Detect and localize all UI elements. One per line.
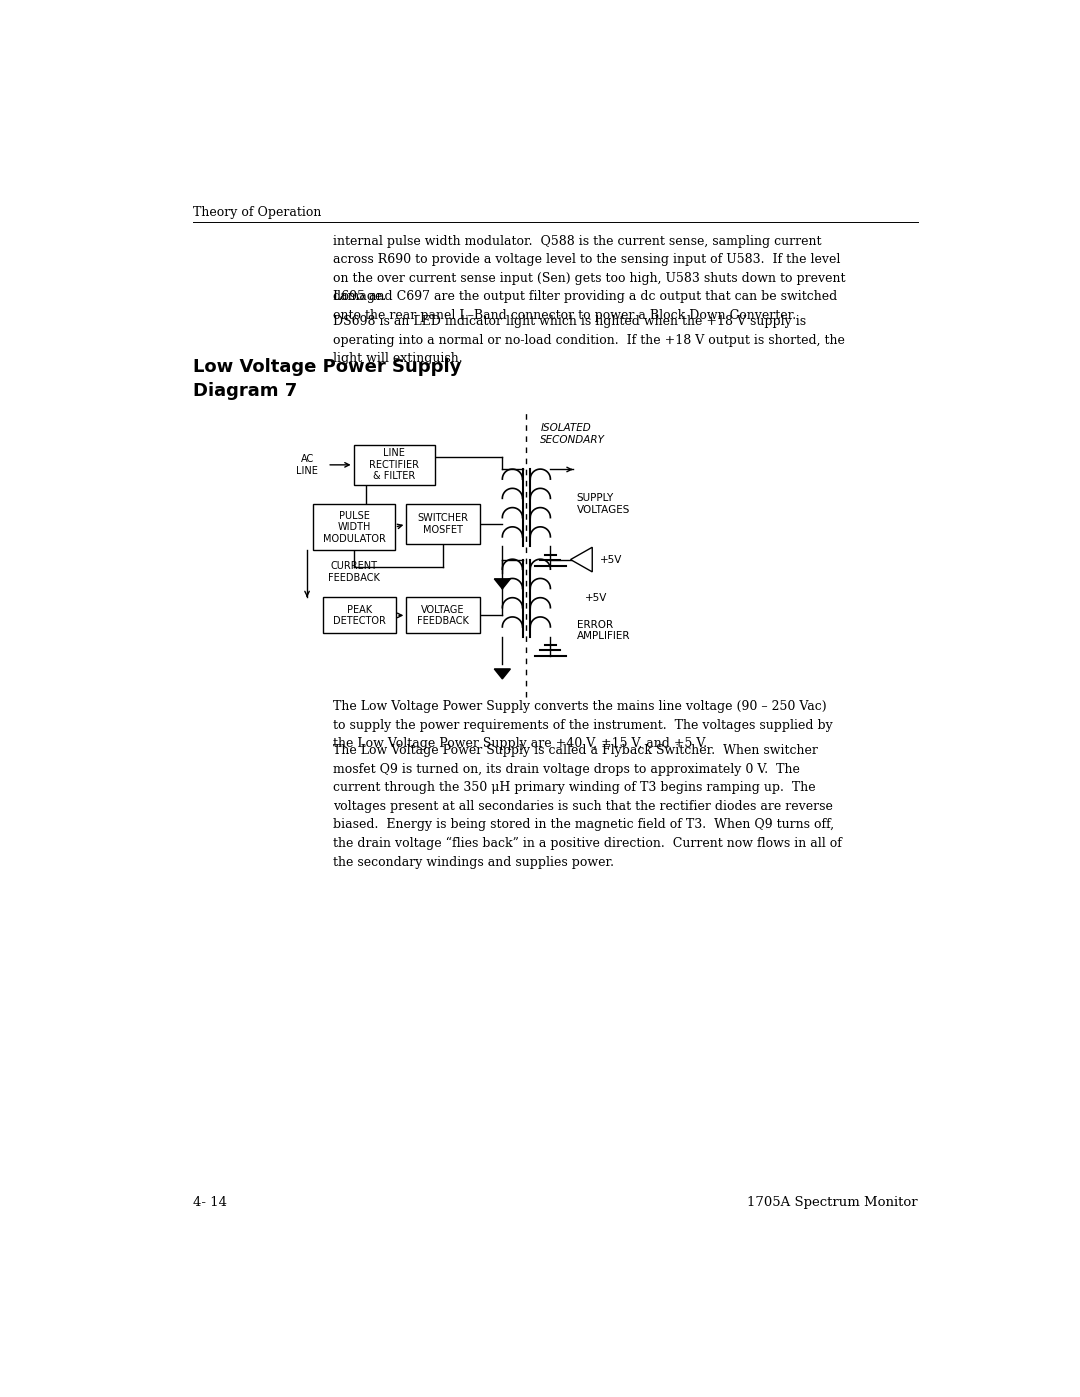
Polygon shape bbox=[570, 548, 592, 571]
Text: AC
LINE: AC LINE bbox=[296, 454, 318, 475]
Text: Diagram 7: Diagram 7 bbox=[193, 383, 297, 401]
Text: ISOLATED
SECONDARY: ISOLATED SECONDARY bbox=[540, 423, 605, 444]
Bar bbox=[406, 598, 480, 633]
Text: +5V: +5V bbox=[584, 594, 607, 604]
Bar bbox=[313, 504, 394, 550]
Text: 4- 14: 4- 14 bbox=[193, 1196, 227, 1208]
Text: PULSE
WIDTH
MODULATOR: PULSE WIDTH MODULATOR bbox=[323, 511, 386, 543]
Bar bbox=[353, 444, 435, 485]
Text: internal pulse width modulator.  Q588 is the current sense, sampling current
acr: internal pulse width modulator. Q588 is … bbox=[333, 235, 846, 303]
Text: DS698 is an LED indicator light which is lighted when the +18 V supply is
operat: DS698 is an LED indicator light which is… bbox=[333, 316, 845, 366]
Text: L695 and C697 are the output filter providing a dc output that can be switched
o: L695 and C697 are the output filter prov… bbox=[333, 291, 837, 321]
Text: Low Voltage Power Supply: Low Voltage Power Supply bbox=[193, 358, 461, 376]
Text: The Low Voltage Power Supply is called a Flyback Switcher.  When switcher
mosfet: The Low Voltage Power Supply is called a… bbox=[333, 745, 841, 869]
Text: ERROR
AMPLIFIER: ERROR AMPLIFIER bbox=[577, 620, 631, 641]
Text: VOLTAGE
FEEDBACK: VOLTAGE FEEDBACK bbox=[417, 605, 469, 626]
Text: The Low Voltage Power Supply converts the mains line voltage (90 – 250 Vac)
to s: The Low Voltage Power Supply converts th… bbox=[333, 700, 833, 750]
Polygon shape bbox=[495, 669, 511, 679]
Polygon shape bbox=[495, 578, 511, 588]
Text: 1705A Spectrum Monitor: 1705A Spectrum Monitor bbox=[747, 1196, 918, 1208]
Text: LINE
RECTIFIER
& FILTER: LINE RECTIFIER & FILTER bbox=[369, 448, 419, 482]
Bar bbox=[406, 504, 480, 545]
Bar bbox=[323, 598, 396, 633]
Text: SUPPLY
VOLTAGES: SUPPLY VOLTAGES bbox=[577, 493, 630, 515]
Text: Theory of Operation: Theory of Operation bbox=[193, 207, 322, 219]
Text: PEAK
DETECTOR: PEAK DETECTOR bbox=[333, 605, 386, 626]
Text: CURRENT
FEEDBACK: CURRENT FEEDBACK bbox=[328, 562, 380, 583]
Text: SWITCHER
MOSFET: SWITCHER MOSFET bbox=[418, 513, 469, 535]
Text: +5V: +5V bbox=[600, 555, 622, 564]
